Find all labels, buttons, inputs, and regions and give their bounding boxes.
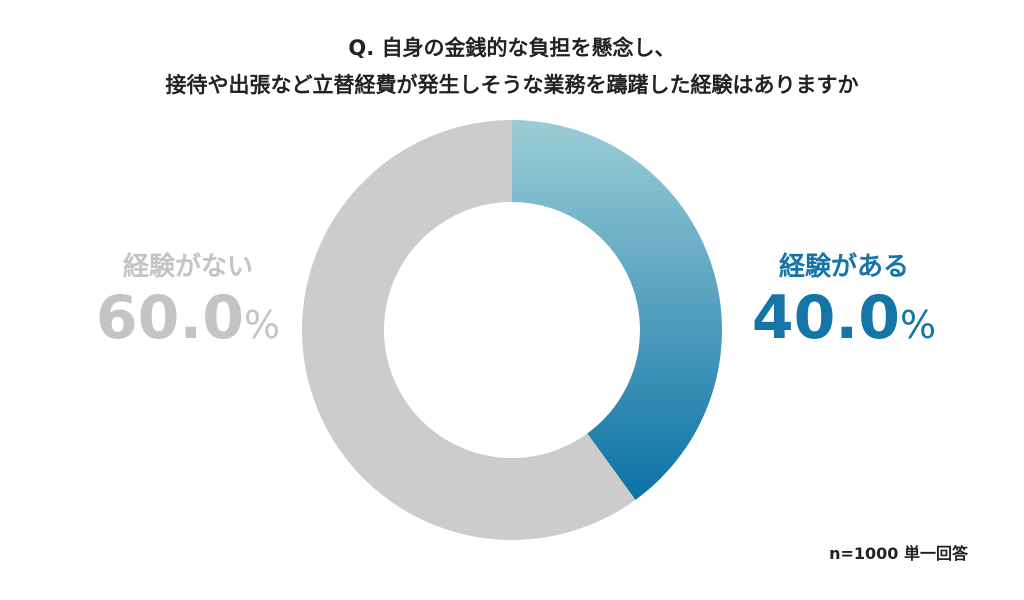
title-line-2: 接待や出張など立替経費が発生しそうな業務を躊躇した経験はありますか — [165, 73, 859, 97]
slice-label-yes: 経験がある 40.0% — [744, 250, 944, 359]
donut-slices — [301, 120, 722, 540]
chart-title: Q. 自身の金銭的な負担を懸念し、 接待や出張など立替経費が発生しそうな業務を躊… — [0, 30, 1024, 104]
slice-label-no: 経験がない 60.0% — [88, 250, 288, 359]
slice-unit-no: % — [243, 303, 281, 347]
slice-category-no: 経験がない — [122, 252, 253, 282]
slice-percent-yes: 40.0% — [744, 284, 944, 359]
slice-category-yes: 経験がある — [778, 252, 909, 282]
slice-value-yes: 40.0 — [751, 283, 900, 353]
title-line-1: Q. 自身の金銭的な負担を懸念し、 — [348, 36, 676, 60]
donut-slice-no — [301, 120, 636, 540]
slice-value-no: 60.0 — [95, 283, 244, 353]
slice-percent-no: 60.0% — [88, 284, 288, 359]
slice-unit-yes: % — [899, 303, 937, 347]
sample-note: n=1000 単一回答 — [829, 544, 968, 563]
donut-slice-yes — [512, 120, 722, 500]
